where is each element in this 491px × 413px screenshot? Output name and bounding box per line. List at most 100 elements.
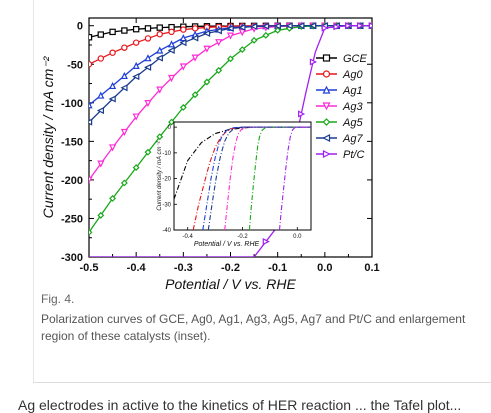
inset-chart: -0.4 -0.2 0.0 0 -10 -20 -30 -40 Potential / V vs… [157,121,312,248]
series-point-Ag5 [274,26,282,34]
legend-marker-Ag5 [322,118,331,126]
y-tick-label: -150 [61,136,83,148]
series-point-Ag5 [179,103,187,111]
inset-y-tick-label: -40 [162,228,171,234]
series-point-Ag7 [273,22,281,30]
series-point-Ag5 [203,78,211,86]
main-series-clipped [89,21,372,257]
series-point-Ag1 [179,34,187,42]
series-point-Ag0 [132,39,140,46]
series-point-Ag0 [121,44,128,51]
series-point-GCE [109,28,116,36]
legend-label-Ag5: Ag5 [342,117,363,129]
series-point-Ag3 [203,45,211,53]
inset-series-line-Ag7 [207,126,311,230]
legend-marker-Ag0 [322,70,331,78]
x-tick-label: -0.1 [268,262,287,274]
series-point-Ag7 [285,22,293,30]
series-point-Ag5 [215,66,223,74]
series-point-Ag1 [89,101,93,109]
series-point-Ag7 [297,22,305,30]
series-point-Ag0 [109,49,116,56]
legend-marker-Ag7 [322,134,331,142]
series-point-Ag7 [120,84,128,92]
inset-y-tick-label: 0 [168,125,172,131]
series-point-Pt/C [309,58,317,66]
series-point-Ag3 [238,29,246,37]
inset-series-line-Pt/C [278,126,311,230]
series-point-Ag5 [89,228,93,236]
x-axis-title: Potential / V vs. RHE [165,276,296,290]
series-point-Ag0 [168,28,175,36]
y-tick-label: -300 [61,252,83,264]
series-point-Ag5 [262,31,270,39]
series-point-Ag0 [97,55,104,62]
series-point-Ag5 [250,36,258,44]
inset-series-line-GCE [174,126,311,200]
series-point-Ag7 [132,73,140,81]
series-point-Ag7 [202,29,211,37]
series-point-Ag3 [226,32,235,40]
series-point-Ag5 [109,194,117,202]
series-point-Ag3 [215,39,223,47]
x-tick-label: -0.2 [221,262,240,274]
series-point-Ag7 [89,118,93,126]
x-tick-label: -0.4 [127,262,147,274]
series-point-GCE [121,27,128,34]
series-point-GCE [132,25,140,33]
inset-x-tick-label: -0.2 [237,234,248,240]
y-tick-label: -100 [61,98,83,110]
series-point-Ag1 [144,54,152,62]
series-point-Pt/C [321,24,329,32]
series-point-Ag7 [144,63,152,71]
series-point-Ag5 [120,179,128,187]
inset-y-tick-label: -10 [162,151,171,157]
x-tick-label: 0.0 [317,262,332,274]
series-point-Ag7 [214,27,222,35]
y-tick-label: -250 [61,213,83,225]
legend-marker-Ag1 [322,85,331,94]
series-point-Ag3 [144,99,152,108]
series-point-Ag1 [97,91,105,99]
legend-label-Ag3: Ag3 [342,101,363,113]
series-point-Ag7 [179,39,187,47]
legend-marker-Pt/C [322,150,331,158]
series-point-Ag5 [168,118,175,126]
series-point-Ag5 [191,91,199,99]
legend-label-Pt/C: Pt/C [343,149,364,161]
inset-frame [173,121,312,231]
series-point-Ag3 [167,74,176,83]
series-point-Ag7 [96,106,104,115]
series-point-Ag3 [109,144,117,152]
series-point-Ag7 [108,95,116,103]
series-point-GCE [97,31,104,38]
series-point-Ag3 [191,54,199,62]
figure-label: Fig. 4. [41,292,75,306]
series-point-Ag7 [167,46,175,54]
legend: GCE Ag0 Ag1 Ag3 Ag5 Ag7 Pt/C [316,53,368,161]
series-point-Ag7 [155,54,163,62]
series-point-GCE [156,24,163,31]
figure-caption: Polarization curves of GCE, Ag0, Ag1, Ag… [41,312,466,343]
inset-series-clipped [174,126,311,230]
y-tick-label: -200 [61,175,83,187]
series-point-Ag5 [132,164,140,172]
legend-label-GCE: GCE [343,53,368,65]
series-point-Ag0 [89,61,93,68]
series-point-Ag0 [156,30,163,38]
legend-label-Ag0: Ag0 [342,69,363,81]
series-point-GCE [144,25,152,32]
series-point-Ag7 [226,24,234,32]
main-series-layer [89,21,372,257]
inset-y-tick-label: -20 [162,177,171,183]
series-point-Ag3 [156,86,164,94]
series-point-Ag1 [167,40,176,48]
series-point-GCE [89,34,93,41]
series-point-Ag3 [89,176,93,184]
series-point-Ag1 [132,61,140,70]
series-point-Pt/C [345,22,353,30]
inset-x-tick-label: 0.0 [293,234,302,240]
series-point-Pt/C [262,238,270,246]
y-axis-title: Current density / mA cm⁻² [40,55,56,218]
legend-label-Ag7: Ag7 [342,133,363,145]
